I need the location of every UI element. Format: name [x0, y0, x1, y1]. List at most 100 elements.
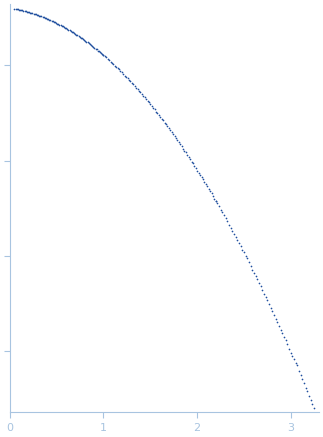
Point — [155, 109, 160, 116]
Point — [173, 135, 179, 142]
Point — [71, 30, 77, 37]
Point — [240, 246, 245, 253]
Point — [79, 35, 85, 42]
Point — [66, 26, 71, 33]
Point — [181, 145, 186, 152]
Point — [203, 181, 208, 188]
Point — [302, 380, 307, 387]
Point — [188, 155, 193, 162]
Point — [82, 37, 87, 44]
Point — [246, 259, 252, 266]
Point — [179, 142, 184, 149]
Point — [168, 127, 173, 134]
Point — [207, 188, 213, 195]
Point — [49, 17, 54, 24]
Point — [122, 72, 127, 79]
Point — [58, 22, 63, 29]
Point — [52, 19, 57, 26]
Point — [273, 316, 278, 323]
Point — [226, 221, 232, 228]
Point — [136, 87, 141, 94]
Point — [206, 185, 211, 192]
Point — [253, 273, 258, 280]
Point — [175, 137, 180, 144]
Point — [153, 108, 159, 115]
Point — [232, 231, 237, 238]
Point — [245, 255, 250, 262]
Point — [141, 92, 146, 99]
Point — [129, 80, 134, 87]
Point — [283, 336, 288, 343]
Point — [307, 393, 312, 400]
Point — [200, 176, 205, 183]
Point — [63, 24, 68, 31]
Point — [172, 133, 177, 140]
Point — [39, 13, 44, 20]
Point — [36, 12, 42, 19]
Point — [102, 53, 108, 60]
Point — [54, 20, 59, 27]
Point — [31, 10, 36, 17]
Point — [42, 14, 47, 21]
Point — [266, 300, 272, 307]
Point — [171, 131, 176, 138]
Point — [47, 16, 52, 23]
Point — [24, 8, 29, 15]
Point — [89, 42, 95, 49]
Point — [272, 311, 277, 318]
Point — [186, 153, 191, 160]
Point — [125, 75, 130, 82]
Point — [165, 122, 170, 129]
Point — [169, 128, 174, 135]
Point — [60, 23, 66, 30]
Point — [56, 21, 61, 28]
Point — [65, 25, 70, 32]
Point — [92, 44, 97, 51]
Point — [292, 356, 297, 363]
Point — [13, 5, 18, 12]
Point — [255, 276, 260, 283]
Point — [51, 18, 57, 25]
Point — [262, 291, 267, 298]
Point — [248, 263, 253, 270]
Point — [166, 125, 172, 132]
Point — [55, 20, 60, 27]
Point — [258, 283, 263, 290]
Point — [222, 212, 227, 219]
Point — [118, 68, 123, 75]
Point — [76, 33, 81, 40]
Point — [295, 362, 300, 369]
Point — [26, 9, 32, 16]
Point — [220, 209, 225, 216]
Point — [86, 40, 91, 47]
Point — [293, 360, 298, 367]
Point — [185, 152, 190, 159]
Point — [107, 57, 112, 64]
Point — [263, 294, 268, 301]
Point — [34, 11, 39, 18]
Point — [32, 10, 37, 17]
Point — [142, 94, 147, 101]
Point — [256, 279, 262, 286]
Point — [95, 47, 100, 54]
Point — [14, 6, 19, 13]
Point — [176, 139, 182, 146]
Point — [20, 7, 25, 14]
Point — [93, 45, 98, 52]
Point — [303, 384, 308, 391]
Point — [105, 55, 110, 62]
Point — [268, 305, 273, 312]
Point — [87, 41, 92, 48]
Point — [138, 89, 143, 96]
Point — [22, 7, 27, 14]
Point — [183, 149, 189, 156]
Point — [287, 346, 292, 353]
Point — [192, 162, 197, 169]
Point — [233, 233, 238, 240]
Point — [312, 404, 317, 411]
Point — [225, 217, 230, 224]
Point — [133, 84, 139, 91]
Point — [59, 22, 64, 29]
Point — [101, 52, 106, 59]
Point — [112, 62, 117, 69]
